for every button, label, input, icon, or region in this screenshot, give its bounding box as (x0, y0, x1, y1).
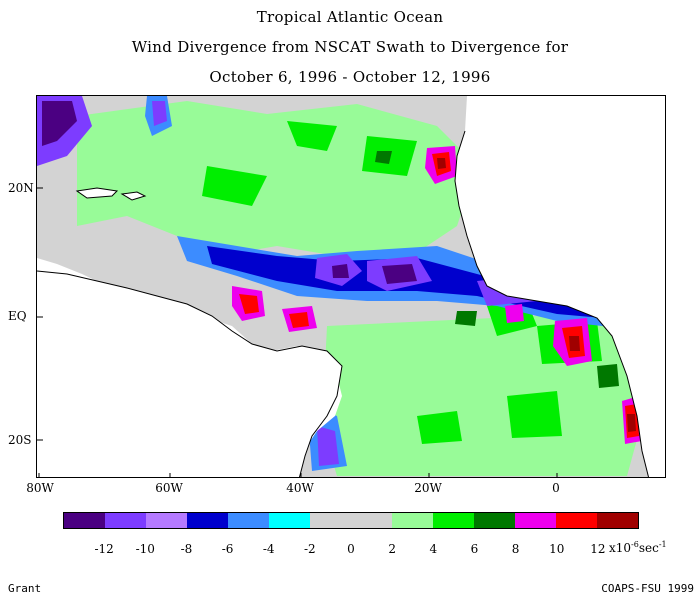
field-patch (207, 246, 637, 321)
field-patch (505, 304, 524, 323)
south-america-coast (37, 270, 343, 477)
field-patch (289, 312, 309, 328)
colorbar-tick-label: 12 (590, 542, 606, 556)
colorbar-tick-label: 4 (429, 542, 438, 556)
africa-land (455, 96, 665, 477)
land-masses (37, 96, 665, 477)
colorbar-tick-label: 2 (388, 542, 396, 556)
units-exp: -6 (631, 540, 639, 549)
colorbar-swatch (433, 513, 474, 528)
colorbar-swatch (474, 513, 515, 528)
field-patch (417, 411, 462, 444)
colorbar-tick-label: -10 (135, 542, 155, 556)
lat-label-20n: 20N (8, 181, 34, 195)
africa-coast (454, 130, 650, 477)
colorbar-tick-label: -6 (221, 542, 234, 556)
colorbar-tick-label: 0 (347, 542, 355, 556)
colorbar-tick-label: 8 (511, 542, 520, 556)
institution-credit: COAPS-FSU 1999 (601, 582, 694, 595)
field-patch (375, 151, 392, 164)
colorbar-swatch (392, 513, 433, 528)
coastlines (37, 130, 650, 477)
colorbar-swatch (310, 513, 351, 528)
field-patch (239, 294, 259, 314)
lat-label-20s: 20S (8, 433, 32, 447)
field-patch (597, 364, 619, 388)
units-prefix: x10 (609, 541, 632, 555)
colorbar-swatch (64, 513, 105, 528)
chart-subtitle: Wind Divergence from NSCAT Swath to Dive… (131, 38, 569, 56)
field-patch (202, 166, 267, 206)
field-patch (287, 121, 337, 151)
field-patch (332, 264, 349, 278)
colorbar-swatch (351, 513, 392, 528)
chart-date-range: October 6, 1996 - October 12, 1996 (209, 68, 491, 86)
field-patch (322, 311, 649, 476)
colorbar (63, 512, 639, 529)
colorbar-tick-label: 10 (549, 542, 565, 556)
colorbar-swatch (187, 513, 228, 528)
field-patch (152, 101, 167, 126)
lon-label-20w: 20W (414, 481, 442, 495)
colorbar-units: x10-6sec-1 (609, 540, 667, 555)
colorbar-tick-label: -2 (303, 542, 316, 556)
caribbean-island (77, 188, 117, 198)
colorbar-swatch (597, 513, 638, 528)
field-patch (317, 426, 339, 466)
lon-label-0: 0 (552, 481, 560, 495)
colorbar-swatch (269, 513, 310, 528)
field-patch (627, 414, 636, 432)
units-suffix: sec (638, 541, 659, 555)
axis-ticks (37, 187, 558, 477)
colorbar-tick-label: -4 (262, 542, 275, 556)
chart-title: Tropical Atlantic Ocean (256, 8, 444, 26)
colorbar-swatch (515, 513, 556, 528)
field-patch (42, 101, 77, 146)
island-coast (75, 187, 119, 199)
lon-label-80w: 80W (26, 481, 54, 495)
units-suffix-exp: -1 (658, 540, 667, 549)
field-patch (569, 336, 580, 351)
south-america-land (37, 271, 342, 477)
author-credit: Grant (8, 582, 42, 595)
map-canvas (37, 96, 665, 477)
lon-label-60w: 60W (155, 481, 183, 495)
divergence-map (36, 95, 666, 478)
divergence-field (37, 96, 649, 476)
colorbar-swatch (146, 513, 187, 528)
colorbar-swatch (556, 513, 597, 528)
island-coast (120, 191, 147, 201)
colorbar-tick-label: -8 (180, 542, 193, 556)
colorbar-swatch (228, 513, 269, 528)
lat-label-eq: EQ (8, 309, 27, 323)
colorbar-swatch (105, 513, 146, 528)
field-patch (455, 311, 477, 326)
field-patch (382, 264, 417, 284)
colorbar-tick-label: -12 (94, 542, 114, 556)
lon-label-40w: 40W (286, 481, 314, 495)
field-patch (437, 158, 446, 169)
colorbar-tick-label: 6 (470, 542, 479, 556)
field-patch (507, 391, 562, 438)
caribbean-island (122, 192, 145, 200)
